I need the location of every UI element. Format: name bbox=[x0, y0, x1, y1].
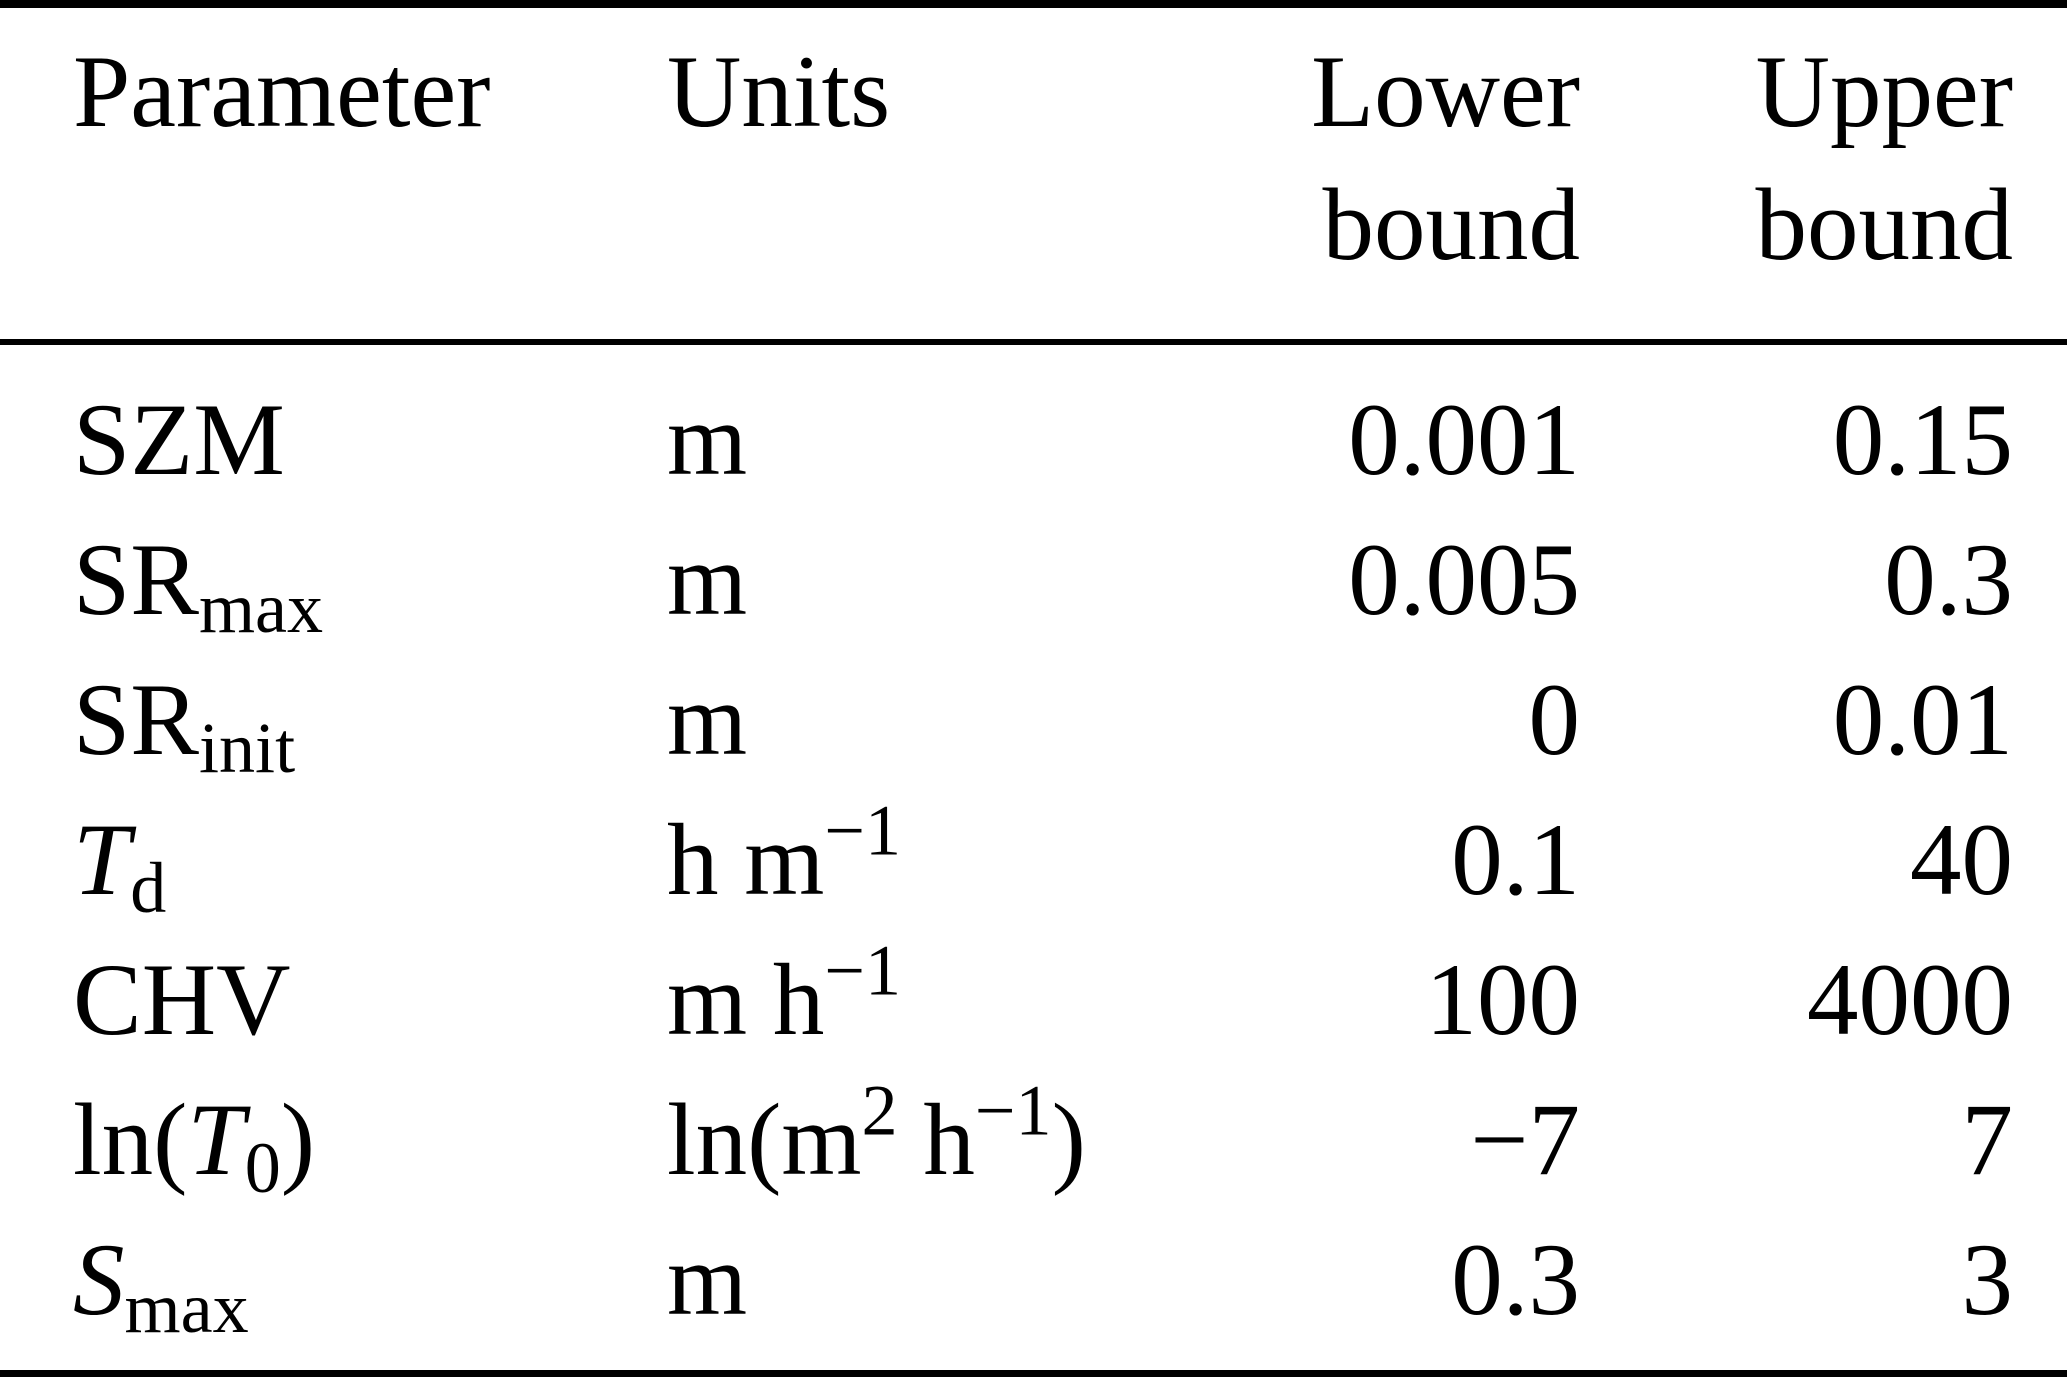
text-segment: SZM bbox=[73, 383, 285, 497]
header-lower-bound: Lower bound bbox=[1267, 26, 1580, 292]
lower-bound-cell: 0.3 bbox=[1451, 1223, 1580, 1337]
text-segment: ) bbox=[280, 1083, 316, 1197]
header-lower-bound-line2: bound bbox=[1322, 168, 1581, 282]
units-cell: ln(m2 h−1) bbox=[667, 1070, 1267, 1210]
table-header: Parameter Units Lower bound Upper bound bbox=[73, 0, 2013, 292]
table-row: SRinit m 0 0.01 bbox=[73, 650, 2013, 790]
units-cell: m bbox=[667, 650, 1267, 790]
header-lower-bound-line1: Lower bbox=[1311, 35, 1580, 149]
upper-bound-cell: 40 bbox=[1910, 803, 2013, 917]
lower-bound-cell: −7 bbox=[1470, 1083, 1580, 1197]
subscript-text: d bbox=[130, 848, 167, 929]
units-cell: m bbox=[667, 510, 1267, 650]
superscript-text: −1 bbox=[974, 1070, 1052, 1151]
text-segment: CHV bbox=[73, 943, 291, 1057]
lower-bound-cell: 0.001 bbox=[1348, 383, 1580, 497]
units-cell: m h−1 bbox=[667, 930, 1267, 1070]
text-segment: h bbox=[897, 1083, 975, 1197]
header-upper-bound-line1: Upper bbox=[1755, 35, 2013, 149]
header-parameter: Parameter bbox=[73, 26, 667, 292]
parameter-cell: Td bbox=[73, 790, 667, 930]
table-header-row: Parameter Units Lower bound Upper bound bbox=[73, 26, 2013, 292]
superscript-text: 2 bbox=[861, 1070, 898, 1151]
superscript-text: −1 bbox=[824, 930, 902, 1011]
table-body: SZM m 0.001 0.15 SRmax m 0.005 0.3 SRinit m 0 0.01 T… bbox=[73, 345, 2013, 1350]
subscript-text: max bbox=[124, 1268, 249, 1349]
text-segment: ln( bbox=[73, 1083, 188, 1197]
text-segment: SR bbox=[73, 663, 199, 777]
upper-bound-cell: 0.01 bbox=[1832, 663, 2013, 777]
text-segment: T bbox=[73, 803, 131, 917]
table-top-rule bbox=[0, 0, 2067, 8]
subscript-text: 0 bbox=[244, 1128, 281, 1209]
parameter-cell: SRinit bbox=[73, 650, 667, 790]
header-units-line1: Units bbox=[667, 35, 891, 149]
table-bottom-rule bbox=[0, 1370, 2067, 1377]
subscript-text: max bbox=[198, 568, 324, 649]
superscript-text: −1 bbox=[824, 790, 902, 871]
table-row: CHV m h−1 100 4000 bbox=[73, 930, 2013, 1070]
upper-bound-cell: 3 bbox=[1961, 1223, 2014, 1337]
upper-bound-cell: 0.3 bbox=[1884, 523, 2013, 637]
text-segment: m h bbox=[667, 943, 825, 1057]
units-cell: m bbox=[667, 1210, 1267, 1350]
header-upper-bound: Upper bound bbox=[1580, 26, 2014, 292]
header-upper-bound-line2: bound bbox=[1755, 168, 2014, 282]
lower-bound-cell: 100 bbox=[1425, 943, 1581, 1057]
text-segment: m bbox=[667, 1223, 748, 1337]
header-units: Units bbox=[667, 26, 1267, 292]
table-header-rule bbox=[0, 339, 2067, 345]
text-segment: ln(m bbox=[667, 1083, 862, 1197]
parameter-cell: Smax bbox=[73, 1210, 667, 1350]
subscript-text: init bbox=[198, 708, 296, 789]
upper-bound-cell: 0.15 bbox=[1832, 383, 2013, 497]
parameter-cell: CHV bbox=[73, 930, 667, 1070]
text-segment: S bbox=[73, 1223, 125, 1337]
lower-bound-cell: 0.1 bbox=[1451, 803, 1580, 917]
text-segment: T bbox=[187, 1083, 245, 1197]
parameter-cell: ln(T0) bbox=[73, 1070, 667, 1210]
table-row: SRmax m 0.005 0.3 bbox=[73, 510, 2013, 650]
text-segment: h m bbox=[667, 803, 825, 917]
text-segment: m bbox=[667, 383, 748, 497]
table-row: ln(T0) ln(m2 h−1) −7 7 bbox=[73, 1070, 2013, 1210]
table-row: Td h m−1 0.1 40 bbox=[73, 790, 2013, 930]
table-row: SZM m 0.001 0.15 bbox=[73, 370, 2013, 510]
text-segment: m bbox=[667, 523, 748, 637]
parameter-cell: SZM bbox=[73, 370, 667, 510]
lower-bound-cell: 0.005 bbox=[1348, 523, 1580, 637]
units-cell: m bbox=[667, 370, 1267, 510]
lower-bound-cell: 0 bbox=[1528, 663, 1581, 777]
units-cell: h m−1 bbox=[667, 790, 1267, 930]
header-parameter-line1: Parameter bbox=[73, 35, 491, 149]
table-row: Smax m 0.3 3 bbox=[73, 1210, 2013, 1350]
text-segment: SR bbox=[73, 523, 199, 637]
upper-bound-cell: 7 bbox=[1961, 1083, 2014, 1197]
text-segment: m bbox=[667, 663, 748, 777]
text-segment: ) bbox=[1051, 1083, 1086, 1197]
parameter-cell: SRmax bbox=[73, 510, 667, 650]
upper-bound-cell: 4000 bbox=[1807, 943, 2013, 1057]
